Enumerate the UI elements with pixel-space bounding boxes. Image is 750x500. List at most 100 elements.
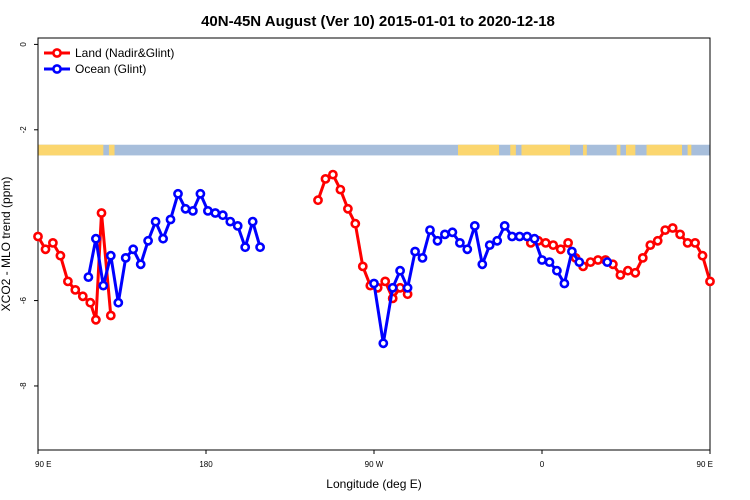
land-band	[521, 144, 570, 156]
data-point	[492, 235, 503, 246]
data-point	[380, 276, 391, 287]
x-tick-label: 90 E	[697, 460, 713, 469]
data-point	[327, 169, 338, 180]
data-point	[232, 220, 243, 231]
data-point	[158, 233, 168, 244]
data-point	[350, 218, 361, 229]
data-point	[120, 252, 131, 263]
data-point	[660, 225, 671, 235]
data-point	[91, 314, 101, 325]
y-axis-label: XCO2 - MLO trend (ppm)	[0, 177, 13, 312]
data-point	[410, 246, 420, 257]
land-band	[626, 144, 636, 156]
data-point	[195, 188, 206, 199]
data-point	[690, 237, 700, 248]
data-point	[439, 229, 450, 240]
chart-title: 40N-45N August (Ver 10) 2015-01-01 to 20…	[201, 13, 555, 30]
data-point	[425, 225, 435, 235]
legend-marker	[52, 48, 62, 58]
data-point	[165, 214, 176, 225]
data-point	[210, 208, 221, 218]
series-layer	[33, 169, 715, 349]
data-point	[705, 276, 715, 287]
data-point	[615, 270, 626, 280]
data-point	[48, 237, 58, 248]
data-point	[514, 231, 525, 242]
data-point	[63, 276, 73, 287]
data-point	[225, 216, 236, 227]
data-point	[484, 240, 495, 250]
data-point	[652, 235, 663, 246]
data-point	[105, 310, 116, 321]
data-point	[342, 203, 353, 214]
data-point	[313, 195, 323, 206]
data-point	[417, 252, 428, 263]
data-point	[552, 265, 562, 276]
data-point	[462, 244, 473, 255]
data-point	[128, 244, 139, 255]
data-point	[173, 188, 183, 199]
x-axis-ticks: 90 E 180 90 W 0 90 E	[35, 450, 713, 469]
land-band	[646, 144, 682, 156]
data-point	[55, 250, 66, 261]
data-point	[247, 216, 258, 227]
x-tick-label: 90 W	[365, 460, 384, 469]
land-sea-strip	[38, 144, 710, 156]
data-point	[574, 257, 585, 267]
data-point	[402, 282, 413, 293]
data-point	[563, 237, 573, 248]
data-point	[83, 272, 94, 282]
legend-label: Ocean (Glint)	[75, 62, 146, 76]
y-tick-label: -6	[19, 296, 28, 304]
data-point	[559, 278, 570, 289]
data-point	[98, 280, 109, 291]
data-point	[40, 244, 51, 255]
data-point	[113, 297, 124, 308]
data-point	[335, 184, 346, 195]
series-line	[86, 192, 262, 305]
data-point	[70, 284, 81, 295]
legend-label: Land (Nadir&Glint)	[75, 46, 174, 60]
data-point	[637, 252, 648, 263]
land-band	[687, 144, 692, 156]
land-band	[616, 144, 621, 156]
data-point	[555, 244, 566, 255]
land-band	[38, 144, 104, 156]
data-point	[469, 220, 480, 231]
series-line	[316, 173, 409, 300]
y-tick-label: -2	[19, 126, 28, 134]
y-tick-label: 0	[19, 42, 28, 47]
y-tick-label: -8	[19, 382, 28, 390]
data-point	[255, 242, 265, 253]
data-point	[499, 220, 510, 231]
data-point	[378, 338, 389, 349]
data-point	[477, 259, 488, 270]
data-point	[667, 223, 678, 233]
series-ocean	[83, 188, 613, 349]
data-point	[187, 205, 198, 216]
data-point	[357, 261, 368, 272]
data-point	[369, 278, 379, 289]
land-band	[458, 144, 500, 156]
data-point	[33, 231, 43, 242]
y-axis-ticks: 0 -2 -6 -8	[19, 42, 38, 390]
ocean-band	[38, 144, 710, 156]
data-point	[143, 235, 153, 246]
land-band	[583, 144, 587, 156]
data-point	[96, 208, 107, 218]
data-point	[529, 233, 540, 244]
land-band	[510, 144, 516, 156]
data-point	[217, 210, 228, 221]
data-point	[682, 237, 693, 248]
data-point	[395, 265, 405, 276]
x-tick-label: 0	[540, 460, 545, 469]
data-point	[77, 291, 88, 302]
data-point	[135, 259, 146, 270]
data-point	[387, 282, 398, 293]
data-point	[507, 231, 517, 242]
data-point	[567, 246, 577, 257]
x-tick-label: 90 E	[35, 460, 51, 469]
data-point	[320, 173, 331, 184]
data-point	[645, 240, 656, 250]
